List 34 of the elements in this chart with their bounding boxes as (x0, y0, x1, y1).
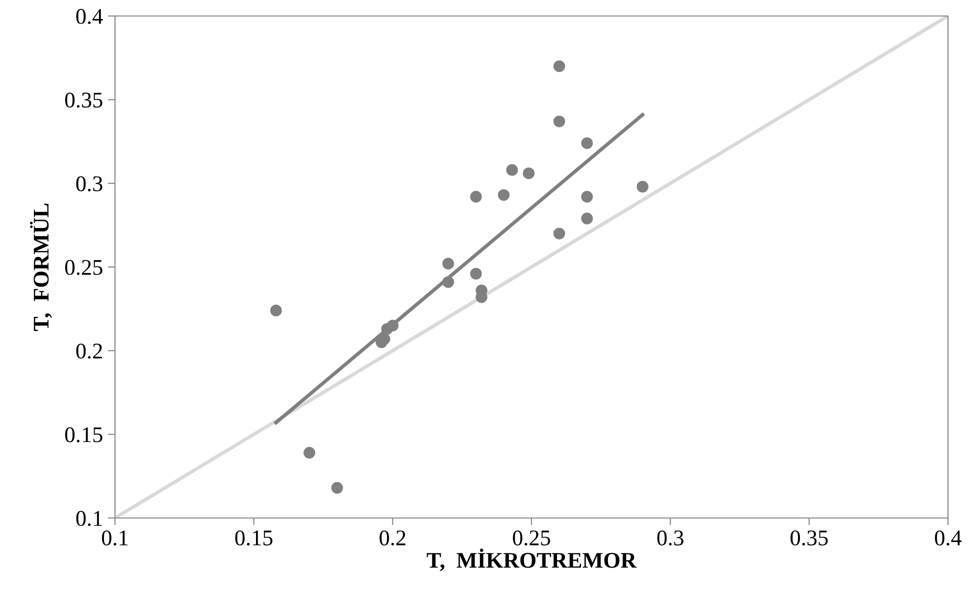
y-tick-label: 0.1 (76, 510, 102, 526)
y-tick-label: 0.25 (65, 260, 102, 276)
y-axis-title: T, FORMÜL (30, 204, 52, 331)
point (270, 304, 282, 316)
y-tick-label: 0.35 (65, 92, 102, 108)
point (522, 167, 535, 180)
point (553, 228, 566, 240)
x-tick-label: 0.2 (380, 530, 406, 546)
point (581, 212, 593, 224)
y-tick-label: 0.15 (65, 427, 102, 442)
point (581, 137, 593, 150)
point (498, 189, 510, 201)
x-tick-label: 0.1 (102, 530, 128, 546)
point (331, 482, 343, 494)
x-tick-label: 0.25 (512, 530, 550, 546)
point (553, 116, 566, 128)
point (470, 268, 482, 280)
point (442, 258, 454, 270)
point (304, 446, 316, 459)
x-tick-label: 0.15 (235, 530, 272, 546)
x-axis-title: T, MİKROTREMOR (426, 548, 637, 572)
y-tick-label: 0.2 (76, 344, 102, 359)
point (442, 276, 454, 288)
point (636, 180, 648, 193)
y-tick-label: 0.4 (76, 8, 103, 24)
x-tick-label: 0.35 (790, 530, 828, 546)
y-tick-label: 0.3 (76, 176, 102, 192)
point (386, 320, 399, 332)
x-tick-label: 0.3 (657, 530, 684, 546)
point (506, 164, 518, 176)
point (581, 190, 593, 203)
point (470, 190, 482, 203)
point (553, 60, 566, 72)
x-tick-label: 0.4 (934, 530, 962, 546)
